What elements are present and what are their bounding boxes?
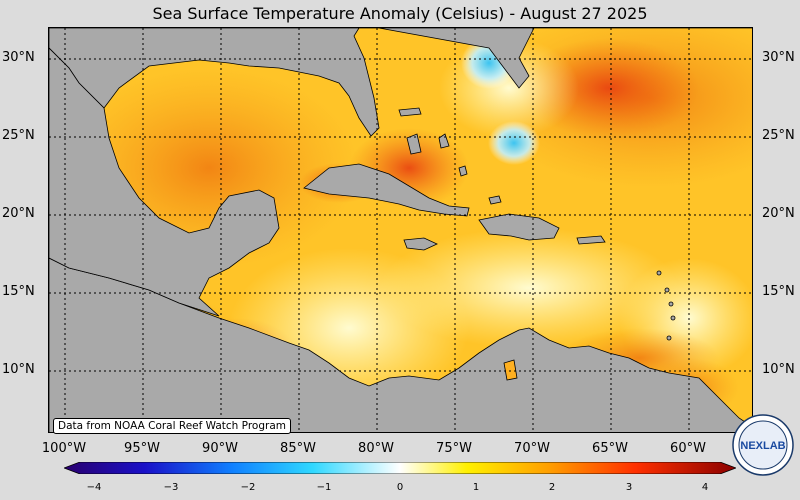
colorbar-tick: −3 xyxy=(163,482,179,493)
colorbar-tick: −4 xyxy=(86,482,102,493)
lat-label-right: 15°N xyxy=(762,284,795,299)
map-canvas xyxy=(49,28,752,432)
colorbar-tick: 4 xyxy=(701,482,709,493)
colorbar-tick: 3 xyxy=(625,482,633,493)
colorbar xyxy=(64,462,736,474)
lat-label-right: 30°N xyxy=(762,50,795,65)
lat-label-right: 25°N xyxy=(762,128,795,143)
lat-label-left: 20°N xyxy=(2,206,35,221)
lat-label-left: 30°N xyxy=(2,50,35,65)
colorbar-tick: −1 xyxy=(316,482,332,493)
colorbar-tick: 2 xyxy=(548,482,556,493)
lon-label: 70°W xyxy=(514,441,550,456)
lat-label-left: 25°N xyxy=(2,128,35,143)
lat-label-right: 10°N xyxy=(762,362,795,377)
lon-label: 80°W xyxy=(358,441,394,456)
lon-label: 65°W xyxy=(592,441,628,456)
lon-label: 95°W xyxy=(124,441,160,456)
colorbar-tick: 0 xyxy=(396,482,404,493)
lon-label: 75°W xyxy=(436,441,472,456)
sst-anomaly-map xyxy=(48,27,753,433)
lon-label: 90°W xyxy=(202,441,238,456)
lat-label-right: 20°N xyxy=(762,206,795,221)
logo-text: NEXLAB xyxy=(740,440,785,452)
lon-label: 60°W xyxy=(670,441,706,456)
colorbar-tick: −2 xyxy=(240,482,256,493)
colorbar-tick: 1 xyxy=(472,482,480,493)
lat-label-left: 15°N xyxy=(2,284,35,299)
nexlab-logo: NEXLAB xyxy=(732,414,794,476)
lon-label: 100°W xyxy=(41,441,87,456)
lon-label: 85°W xyxy=(280,441,316,456)
lat-label-left: 10°N xyxy=(2,362,35,377)
data-credit: Data from NOAA Coral Reef Watch Program xyxy=(53,418,291,434)
map-title: Sea Surface Temperature Anomaly (Celsius… xyxy=(152,4,648,23)
